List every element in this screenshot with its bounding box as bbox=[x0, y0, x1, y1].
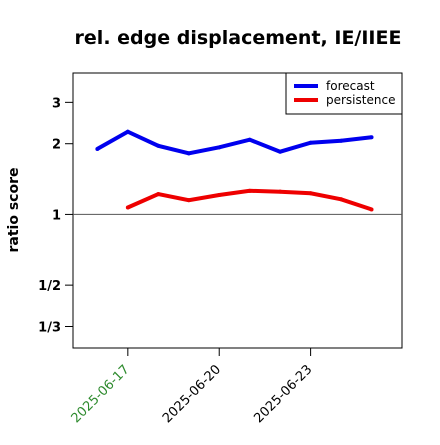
y-axis-label: ratio score bbox=[6, 168, 22, 253]
data-point-forecast bbox=[217, 145, 222, 150]
chart-title: rel. edge displacement, IE/IIEE bbox=[75, 27, 402, 49]
data-point-forecast bbox=[247, 137, 252, 142]
y-tick-label: 1 bbox=[52, 208, 61, 223]
data-point-forecast bbox=[125, 129, 130, 134]
data-point-persistence bbox=[339, 197, 344, 202]
data-point-forecast bbox=[369, 135, 374, 140]
y-tick-label: 3 bbox=[52, 96, 61, 111]
data-point-persistence bbox=[156, 192, 161, 197]
legend-label-persistence: persistence bbox=[326, 93, 395, 107]
data-point-persistence bbox=[217, 192, 222, 197]
data-point-forecast bbox=[186, 151, 191, 156]
legend-label-forecast: forecast bbox=[326, 79, 375, 93]
legend-box bbox=[285, 72, 403, 115]
plot-frame bbox=[72, 72, 403, 349]
y-tick-label: 2 bbox=[52, 138, 61, 153]
y-tick-label: 1/3 bbox=[38, 321, 61, 336]
x-tick-label: 2025-06-17 bbox=[69, 362, 133, 426]
data-point-persistence bbox=[125, 205, 130, 210]
y-tick-label: 1/2 bbox=[38, 279, 61, 294]
plot-area: 3 2 1 1/2 1/3 2025-06-17 2025-06-20 2025-06-23 f… bbox=[38, 72, 403, 426]
data-point-persistence bbox=[308, 191, 313, 196]
data-point-persistence bbox=[278, 189, 283, 194]
data-point-persistence bbox=[369, 207, 374, 212]
data-point-forecast bbox=[308, 140, 313, 145]
data-point-forecast bbox=[156, 143, 161, 148]
data-point-forecast bbox=[339, 138, 344, 143]
data-point-persistence bbox=[186, 198, 191, 203]
x-tick-label: 2025-06-23 bbox=[251, 362, 315, 426]
x-tick-label: 2025-06-20 bbox=[160, 362, 224, 426]
data-point-forecast bbox=[95, 146, 100, 151]
data-point-persistence bbox=[247, 188, 252, 193]
series-line-forecast bbox=[96, 129, 372, 156]
data-point-forecast bbox=[278, 149, 283, 154]
series-line-persistence bbox=[126, 188, 373, 212]
